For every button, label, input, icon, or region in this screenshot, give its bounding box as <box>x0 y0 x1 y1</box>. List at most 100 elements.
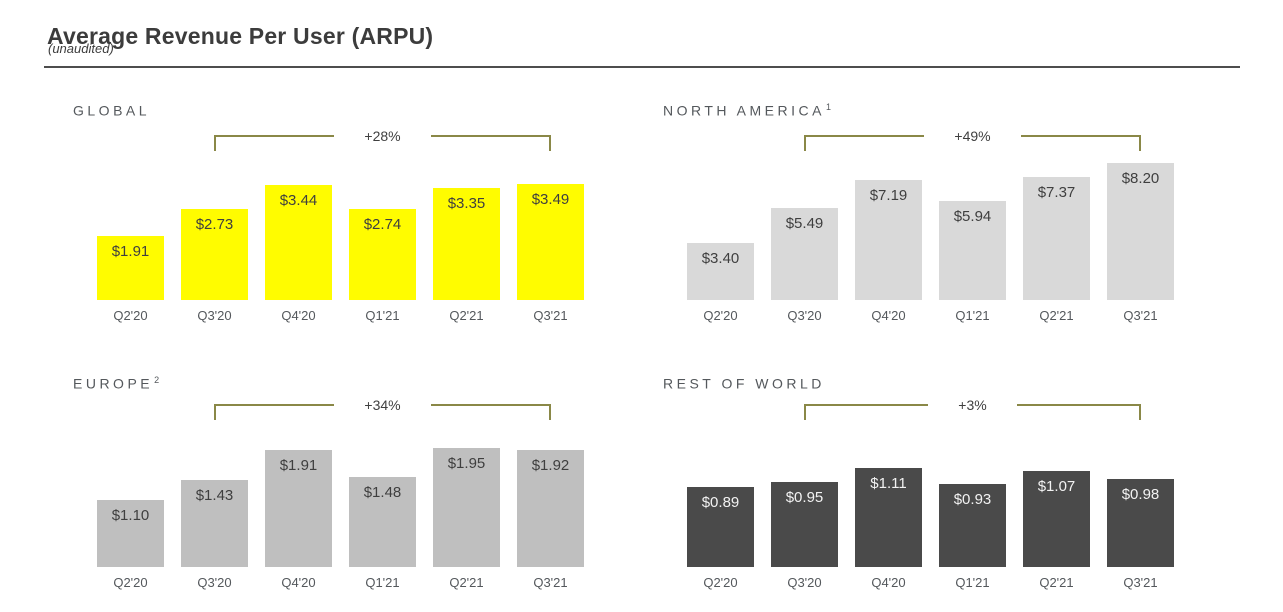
bar: $0.95 <box>771 482 838 567</box>
category-label: Q2'20 <box>113 575 148 590</box>
bracket-tick-right <box>1139 135 1142 151</box>
category-label: Q4'20 <box>871 308 906 323</box>
panel-title-text: EUROPE <box>73 375 154 392</box>
bar-value-label: $1.95 <box>447 455 486 472</box>
bar: $2.73 <box>181 209 248 300</box>
bar: $0.89 <box>687 487 754 567</box>
bar-chart: $0.89 $0.95 $1.11 $0.93 $1.07 $0.98 <box>687 375 1174 567</box>
bracket-line-left <box>216 135 335 137</box>
bar: $1.91 <box>97 236 164 300</box>
bar: $1.11 <box>855 468 922 567</box>
panel-title: EUROPE2 <box>73 375 160 392</box>
bracket-tick-left <box>804 135 806 151</box>
bar: $0.93 <box>939 484 1006 567</box>
category-label: Q3'21 <box>1123 308 1158 323</box>
bar-value-label: $1.91 <box>111 243 150 260</box>
category-label: Q3'21 <box>533 308 568 323</box>
bar: $8.20 <box>1107 163 1174 300</box>
bar-value-label: $2.73 <box>195 216 234 233</box>
category-label: Q3'20 <box>197 575 232 590</box>
bar: $3.49 <box>517 184 584 300</box>
panel-title-text: REST OF WORLD <box>663 375 825 392</box>
category-label: Q4'20 <box>281 575 316 590</box>
bar-value-label: $5.49 <box>785 215 824 232</box>
panel-title: GLOBAL <box>73 102 151 119</box>
category-label: Q1'21 <box>365 308 400 323</box>
bar-value-label: $5.94 <box>953 208 992 225</box>
bar: $1.95 <box>433 448 500 567</box>
category-label: Q2'21 <box>1039 308 1074 323</box>
bar-chart: $1.91 $2.73 $3.44 $2.74 $3.35 $3.49 <box>97 102 584 300</box>
category-label: Q4'20 <box>281 308 316 323</box>
page-title: Average Revenue Per User (ARPU) <box>47 23 434 50</box>
panel-title-text: GLOBAL <box>73 102 151 119</box>
category-label: Q2'21 <box>449 575 484 590</box>
unaudited-note: (unaudited) <box>48 41 114 56</box>
bar: $1.92 <box>517 450 584 567</box>
bracket-tick-left <box>214 404 216 420</box>
footnote-marker: 2 <box>154 375 161 385</box>
bar-value-label: $8.20 <box>1121 170 1160 187</box>
bar-value-label: $1.43 <box>195 487 234 504</box>
title-divider <box>44 66 1240 68</box>
bar-value-label: $2.74 <box>363 216 402 233</box>
bar-value-label: $1.07 <box>1037 478 1076 495</box>
category-label: Q1'21 <box>365 575 400 590</box>
chart-panel-europe: EUROPE2 +34% $1.10 $1.43 $1.91 $1.48 $1.95 $1… <box>73 375 633 610</box>
bar: $7.19 <box>855 180 922 300</box>
bar-value-label: $1.48 <box>363 484 402 501</box>
bar: $1.10 <box>97 500 164 567</box>
bar: $1.48 <box>349 477 416 567</box>
bar: $3.44 <box>265 185 332 300</box>
bracket-tick-left <box>214 135 216 151</box>
bracket-line-right <box>430 135 550 137</box>
bar: $5.49 <box>771 208 838 300</box>
category-label: Q2'20 <box>113 308 148 323</box>
bar: $1.43 <box>181 480 248 567</box>
category-label: Q3'21 <box>1123 575 1158 590</box>
bar: $2.74 <box>349 209 416 300</box>
panel-title: NORTH AMERICA1 <box>663 102 832 119</box>
bar-value-label: $7.37 <box>1037 184 1076 201</box>
growth-label: +28% <box>364 128 401 144</box>
bracket-tick-right <box>549 404 552 420</box>
chart-panel-north-america: NORTH AMERICA1 +49% $3.40 $5.49 $7.19 $5.94… <box>663 102 1223 337</box>
bar-value-label: $0.95 <box>785 489 824 506</box>
bracket-line-left <box>216 404 335 406</box>
bar: $1.91 <box>265 450 332 567</box>
chart-panel-rest-of-world: REST OF WORLD +3% $0.89 $0.95 $1.11 $0.93 $1… <box>663 375 1223 610</box>
bracket-line-left <box>806 404 929 406</box>
category-axis: Q2'20 Q3'20 Q4'20 Q1'21 Q2'21 Q3'21 <box>687 308 1174 323</box>
growth-label: +3% <box>958 397 987 413</box>
bracket-tick-left <box>804 404 806 420</box>
bracket-line-right <box>430 404 550 406</box>
bar: $3.40 <box>687 243 754 300</box>
bar-value-label: $3.49 <box>531 191 570 208</box>
category-label: Q2'20 <box>703 575 738 590</box>
bar: $7.37 <box>1023 177 1090 300</box>
growth-bracket: +28% <box>214 128 552 151</box>
bar-value-label: $3.40 <box>701 250 740 267</box>
growth-bracket: +34% <box>214 397 552 420</box>
bar: $5.94 <box>939 201 1006 300</box>
panel-title-text: NORTH AMERICA <box>663 102 825 119</box>
category-label: Q3'20 <box>197 308 232 323</box>
growth-bracket: +3% <box>804 397 1142 420</box>
bar: $0.98 <box>1107 479 1174 567</box>
bar: $1.07 <box>1023 471 1090 567</box>
category-label: Q2'20 <box>703 308 738 323</box>
category-label: Q3'20 <box>787 308 822 323</box>
bar-value-label: $0.89 <box>701 494 740 511</box>
panel-title: REST OF WORLD <box>663 375 826 392</box>
category-label: Q2'21 <box>1039 575 1074 590</box>
growth-label: +49% <box>954 128 991 144</box>
category-label: Q3'20 <box>787 575 822 590</box>
bar-value-label: $1.10 <box>111 507 150 524</box>
category-axis: Q2'20 Q3'20 Q4'20 Q1'21 Q2'21 Q3'21 <box>687 575 1174 590</box>
bracket-line-right <box>1016 404 1140 406</box>
chart-panel-global: GLOBAL +28% $1.91 $2.73 $3.44 $2.74 $3.35 $3.… <box>73 102 633 337</box>
bar-value-label: $1.11 <box>870 475 907 492</box>
category-label: Q2'21 <box>449 308 484 323</box>
category-label: Q4'20 <box>871 575 906 590</box>
